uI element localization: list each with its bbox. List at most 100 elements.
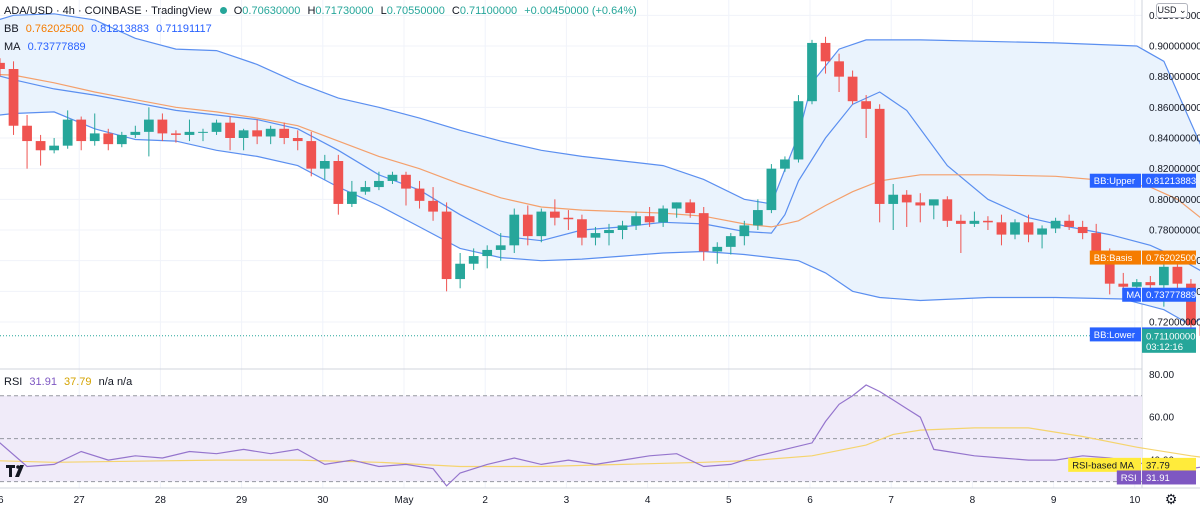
price-tick-label: 0.80000000 bbox=[1149, 195, 1200, 206]
candle-body bbox=[319, 161, 330, 169]
candle-body bbox=[834, 61, 844, 77]
candle bbox=[482, 245, 493, 269]
tag-label-bg bbox=[1089, 173, 1141, 188]
candle-body bbox=[780, 159, 790, 169]
candle bbox=[211, 119, 222, 135]
bb-upper-value: 0.81213883 bbox=[90, 23, 150, 35]
price-tag-value: 0.71100000 bbox=[1146, 331, 1196, 342]
bb-basis-value: 0.76202500 bbox=[25, 23, 84, 35]
candle bbox=[983, 216, 993, 230]
rsi-ma-tag: RSI-based MA 37.79 bbox=[1068, 457, 1196, 472]
candle-body bbox=[888, 194, 899, 204]
candle-body bbox=[996, 222, 1007, 235]
candle-body bbox=[928, 199, 939, 206]
tag-value: 0.76202500 bbox=[1146, 253, 1196, 264]
market-status-dot bbox=[219, 7, 227, 14]
candle bbox=[455, 253, 466, 289]
tradingview-logo[interactable] bbox=[6, 465, 28, 477]
candle bbox=[292, 130, 303, 151]
candle bbox=[658, 205, 669, 227]
candle-body bbox=[725, 236, 736, 247]
candle bbox=[752, 199, 763, 230]
bollinger-band-fill bbox=[0, 13, 1200, 326]
time-tick-label: 10 bbox=[1129, 495, 1141, 506]
candle bbox=[631, 211, 641, 230]
price-tick-label: 0.84000000 bbox=[1149, 134, 1200, 145]
time-tick-label: 30 bbox=[317, 495, 329, 506]
candle bbox=[522, 205, 533, 246]
close-value: 0.71100000 bbox=[459, 5, 518, 17]
symbol-title[interactable]: ADA/USD · 4h · COINBASE · TradingView bbox=[4, 5, 212, 17]
open-value: 0.70630000 bbox=[242, 5, 301, 17]
candle bbox=[509, 208, 520, 253]
candle bbox=[549, 199, 560, 226]
time-tick-label: 4 bbox=[645, 495, 651, 506]
tag-label: MA bbox=[1126, 290, 1141, 301]
candle bbox=[644, 207, 655, 227]
candle-body bbox=[752, 210, 763, 226]
bb-upper-tag: BB:Upper 0.81213883 bbox=[1089, 173, 1196, 188]
bb-legend[interactable]: BB 0.76202500 0.81213883 0.71191117 bbox=[4, 22, 216, 36]
candle bbox=[604, 223, 614, 246]
candle-body bbox=[62, 119, 73, 146]
candlesticks bbox=[0, 36, 1200, 338]
candle-body bbox=[252, 130, 263, 137]
bb-lower-value: 0.71191117 bbox=[156, 23, 212, 35]
candle-body bbox=[1158, 266, 1169, 286]
candle-body bbox=[617, 225, 628, 230]
candle-body bbox=[739, 225, 750, 237]
ma-tag: MA 0.73777889 bbox=[1122, 287, 1196, 302]
candle bbox=[319, 154, 330, 180]
candle-body bbox=[522, 214, 533, 237]
candle bbox=[22, 115, 32, 169]
currency-selector[interactable]: USD ⌄ bbox=[1156, 3, 1188, 18]
bb-label: BB bbox=[4, 23, 19, 35]
tag-label: BB:Upper bbox=[1094, 176, 1135, 187]
change-value: +0.00450000 (+0.64%) bbox=[524, 5, 637, 17]
candle bbox=[590, 226, 601, 246]
candle-body bbox=[942, 199, 953, 221]
currency-label: USD bbox=[1157, 5, 1177, 15]
time-tick-label: 26 bbox=[0, 495, 4, 506]
ma-legend[interactable]: MA 0.73777889 bbox=[4, 40, 90, 54]
candle-body bbox=[509, 214, 520, 246]
candle bbox=[252, 119, 263, 145]
candle bbox=[725, 233, 736, 255]
candle bbox=[807, 39, 817, 105]
candle-body bbox=[1091, 233, 1102, 253]
price-tick-label: 0.72000000 bbox=[1149, 318, 1200, 329]
candle-body bbox=[130, 131, 141, 135]
candle bbox=[157, 113, 168, 142]
candle bbox=[712, 242, 723, 264]
candle-body bbox=[116, 134, 127, 145]
candle bbox=[996, 214, 1007, 246]
candle-body bbox=[577, 219, 587, 238]
price-tick-label: 0.82000000 bbox=[1149, 164, 1200, 175]
candle-body bbox=[482, 249, 493, 257]
candle-body bbox=[306, 141, 317, 169]
candle-body bbox=[401, 174, 411, 189]
candle bbox=[198, 128, 208, 142]
candle-body bbox=[1186, 283, 1196, 326]
candle-body bbox=[712, 246, 723, 252]
candle-body bbox=[1050, 220, 1061, 229]
candle bbox=[143, 107, 154, 157]
tag-value: 0.81213883 bbox=[1146, 176, 1196, 187]
candle-body bbox=[1104, 253, 1115, 284]
candle-body bbox=[901, 194, 912, 203]
candle-body bbox=[820, 42, 831, 62]
candle-body bbox=[969, 220, 980, 224]
price-tick-label: 0.86000000 bbox=[1149, 103, 1200, 114]
candle-body bbox=[0, 62, 5, 69]
price-tags: BB:Upper 0.81213883 BB:Basis 0.76202500 MA 0.… bbox=[1068, 173, 1196, 485]
candle-body bbox=[8, 69, 19, 126]
rsi-tag: RSI 31.91 bbox=[1116, 470, 1196, 485]
rsi-tick-label: 80.00 bbox=[1149, 370, 1174, 381]
gear-icon[interactable]: ⚙ bbox=[1165, 492, 1178, 508]
candle-body bbox=[143, 119, 154, 132]
rsi-line bbox=[0, 384, 1200, 487]
rsi-legend[interactable]: RSI 31.91 37.79 n/a n/a bbox=[4, 375, 136, 389]
candle-body bbox=[1172, 266, 1183, 284]
candle-body bbox=[89, 133, 100, 142]
